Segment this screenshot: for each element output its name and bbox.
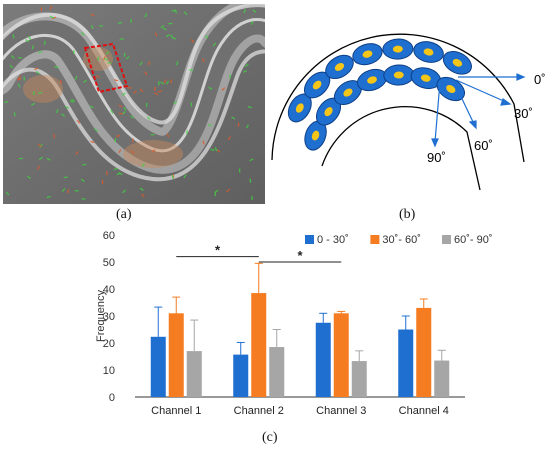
bar	[186, 351, 202, 397]
x-tick-label: Channel 3	[316, 405, 366, 417]
y-tick-label: 50	[103, 257, 115, 269]
x-tick-label: Channel 2	[234, 405, 284, 417]
bar	[398, 329, 414, 397]
legend-swatch	[305, 235, 314, 244]
angle-label-90: 90˚	[427, 150, 446, 165]
cell-icon	[352, 43, 383, 66]
legend-label: 0 - 30˚	[317, 234, 349, 246]
panel-b-label: (b)	[399, 207, 416, 222]
cell-icon	[304, 120, 327, 151]
y-tick-label: 60	[103, 230, 115, 242]
cell-icon	[383, 64, 415, 86]
direction-arrows	[431, 73, 526, 148]
cell-icon	[356, 68, 388, 92]
panel-a-label: (a)	[116, 207, 132, 222]
bar	[315, 322, 331, 397]
legend-label: 30˚- 60˚	[382, 234, 421, 246]
significance-star: *	[297, 248, 303, 263]
bar	[251, 293, 267, 397]
outer-channel-arc	[271, 33, 525, 163]
bar	[351, 361, 367, 397]
angle-label-0: 0˚	[534, 72, 546, 87]
bar	[269, 347, 285, 397]
bar	[333, 313, 349, 397]
legend-swatch	[442, 235, 451, 244]
y-tick-label: 20	[103, 338, 115, 350]
y-tick-label: 40	[103, 284, 115, 296]
cell-icon	[442, 51, 472, 75]
cell-icon	[410, 67, 442, 90]
cell-icon	[382, 38, 414, 60]
y-tick-label: 0	[109, 392, 115, 404]
bar	[150, 336, 166, 397]
frequency-bar-chart: 0 10 20 30 40 50 60 Frequency Channel 1 Channel 2…	[95, 230, 493, 417]
x-tick-label: Channel 1	[151, 405, 201, 417]
panel-c-label: (c)	[262, 430, 278, 445]
inner-channel-arc	[321, 106, 481, 191]
y-axis-label: Frequency	[95, 290, 107, 342]
bar	[416, 307, 432, 397]
legend-label: 60˚- 90˚	[454, 234, 493, 246]
angle-label-60: 60˚	[474, 138, 493, 153]
bar	[233, 354, 249, 397]
schematic-panel: 0˚ 30˚ 60˚ 90˚	[271, 33, 546, 191]
x-tick-label: Channel 4	[399, 405, 449, 417]
significance-star: *	[215, 243, 221, 258]
cell-icon	[413, 41, 444, 63]
y-tick-label: 10	[103, 365, 115, 377]
cell-icon	[436, 76, 466, 102]
cell-icon	[325, 54, 354, 80]
cell-icon	[287, 93, 312, 123]
y-tick-label: 30	[103, 311, 115, 323]
angle-label-30: 30˚	[514, 106, 533, 121]
bar	[434, 360, 450, 397]
bar	[168, 313, 184, 397]
micrograph-panel	[3, 4, 265, 204]
legend-swatch	[370, 235, 380, 244]
